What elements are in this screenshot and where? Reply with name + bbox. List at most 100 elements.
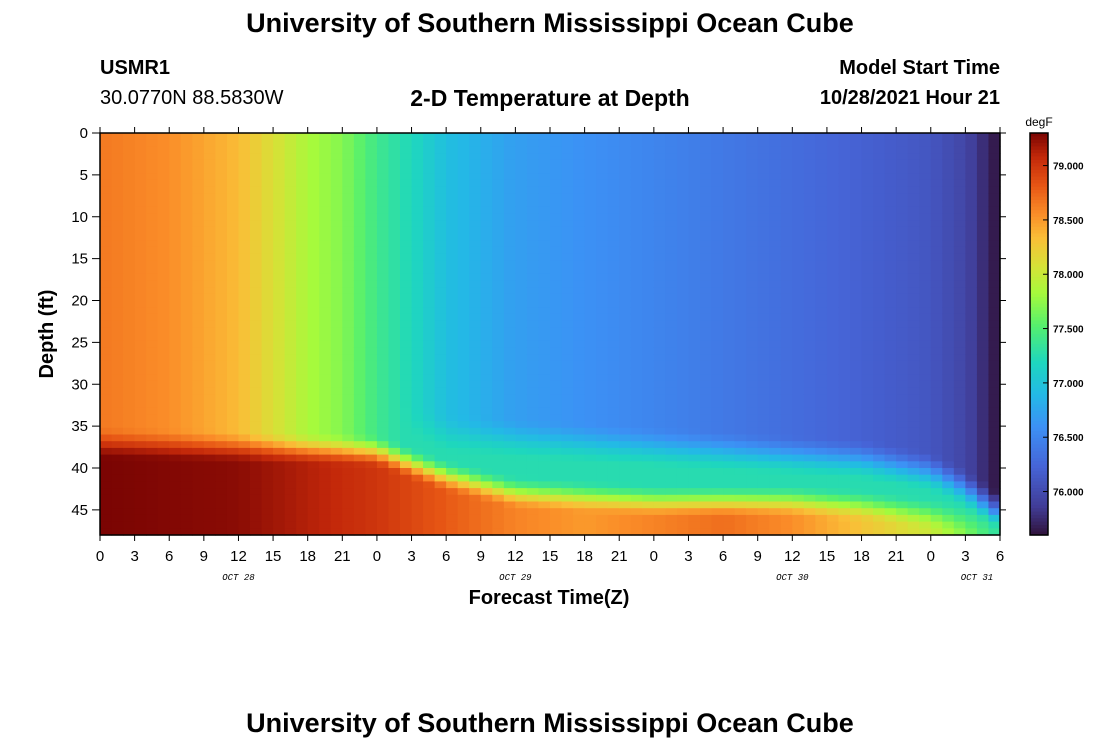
heatmap-cell <box>930 340 943 348</box>
heatmap-cell <box>503 360 516 369</box>
heatmap-cell <box>411 494 424 503</box>
heatmap-cell <box>446 300 459 308</box>
heatmap-cell <box>411 421 424 429</box>
heatmap-cell <box>630 166 643 174</box>
heatmap-cell <box>803 508 816 516</box>
heatmap-cell <box>411 213 424 221</box>
heatmap-cell <box>411 454 424 462</box>
heatmap-cell <box>734 253 747 261</box>
heatmap-cell <box>215 246 228 255</box>
heatmap-cell <box>919 488 932 496</box>
heatmap-cell <box>353 360 366 369</box>
heatmap-cell <box>469 434 482 442</box>
heatmap-cell <box>273 293 286 302</box>
heatmap-cell <box>826 441 840 449</box>
heatmap-cell <box>757 153 770 161</box>
heatmap-cell <box>607 421 620 429</box>
heatmap-cell <box>734 407 747 415</box>
heatmap-cell <box>976 206 990 214</box>
colorbar-tick-label: 79.000 <box>1053 162 1084 173</box>
heatmap-cell <box>561 320 574 328</box>
heatmap-cell <box>630 354 643 362</box>
heatmap-cell <box>307 488 320 496</box>
heatmap-cell <box>503 421 516 429</box>
heatmap-cell <box>157 528 170 536</box>
heatmap-cell <box>988 401 1001 409</box>
heatmap-cell <box>134 481 147 489</box>
heatmap-cell <box>515 454 528 462</box>
x-tick-label: 9 <box>754 548 762 565</box>
heatmap-cell <box>192 461 205 469</box>
heatmap-cell <box>423 468 436 476</box>
heatmap-cell <box>815 441 828 449</box>
heatmap-cell <box>896 186 909 194</box>
heatmap-cell <box>826 146 840 154</box>
heatmap-cell <box>734 313 747 322</box>
heatmap-cell <box>400 173 413 181</box>
heatmap-cell <box>157 300 170 308</box>
heatmap-cell <box>250 267 263 275</box>
heatmap-cell <box>307 179 320 188</box>
heatmap-cell <box>688 166 701 174</box>
heatmap-cell <box>907 434 920 442</box>
heatmap-cell <box>688 447 701 456</box>
heatmap-cell <box>457 267 470 275</box>
heatmap-cell <box>630 367 643 375</box>
heatmap-cell <box>515 273 528 281</box>
heatmap-cell <box>319 146 332 154</box>
heatmap-cell <box>850 273 863 281</box>
heatmap-cell <box>826 421 840 429</box>
heatmap-cell <box>769 253 782 261</box>
heatmap-cell <box>734 153 747 161</box>
heatmap-cell <box>815 508 828 516</box>
heatmap-cell <box>284 454 297 462</box>
heatmap-cell <box>746 401 759 409</box>
heatmap-cell <box>757 528 770 536</box>
heatmap-cell <box>400 374 413 382</box>
colorbar-tick-label: 78.500 <box>1053 216 1084 227</box>
heatmap-cell <box>826 253 840 261</box>
heatmap-cell <box>238 260 251 268</box>
heatmap-cell <box>492 454 505 462</box>
heatmap-cell <box>850 153 863 161</box>
heatmap-cell <box>192 233 205 241</box>
heatmap-cell <box>584 159 597 168</box>
heatmap-cell <box>515 280 528 288</box>
heatmap-cell <box>573 200 586 208</box>
heatmap-cell <box>353 173 366 181</box>
heatmap-cell <box>157 360 170 369</box>
colorbar-segment <box>1030 390 1048 395</box>
heatmap-cell <box>538 447 551 456</box>
heatmap-cell <box>157 421 170 429</box>
heatmap-cell <box>192 427 205 436</box>
heatmap-cell <box>180 407 193 415</box>
heatmap-cell <box>353 253 366 261</box>
heatmap-cell <box>596 307 609 315</box>
heatmap-cell <box>642 528 655 536</box>
heatmap-cell <box>180 193 193 201</box>
heatmap-cell <box>503 374 516 382</box>
x-tick-label: 3 <box>130 548 138 565</box>
heatmap-cell <box>596 434 609 442</box>
heatmap-cell <box>215 327 228 335</box>
heatmap-cell <box>515 434 528 442</box>
heatmap-cell <box>896 226 909 235</box>
heatmap-cell <box>238 401 251 409</box>
heatmap-cell <box>169 347 182 355</box>
heatmap-cell <box>342 173 355 181</box>
heatmap-cell <box>838 454 851 462</box>
model-start-value: 10/28/2021 Hour 21 <box>819 87 1000 109</box>
heatmap-cell <box>250 474 263 482</box>
heatmap-cell <box>100 146 113 154</box>
heatmap-cell <box>930 233 943 241</box>
heatmap-cell <box>988 514 1001 523</box>
heatmap-cell <box>826 246 840 255</box>
heatmap-cell <box>965 139 978 147</box>
heatmap-cell <box>480 173 493 181</box>
heatmap-cell <box>919 454 932 462</box>
heatmap-cell <box>838 327 851 335</box>
heatmap-cell <box>215 340 228 348</box>
heatmap-cell <box>457 434 470 442</box>
heatmap-cell <box>884 273 897 281</box>
heatmap-cell <box>619 407 632 415</box>
